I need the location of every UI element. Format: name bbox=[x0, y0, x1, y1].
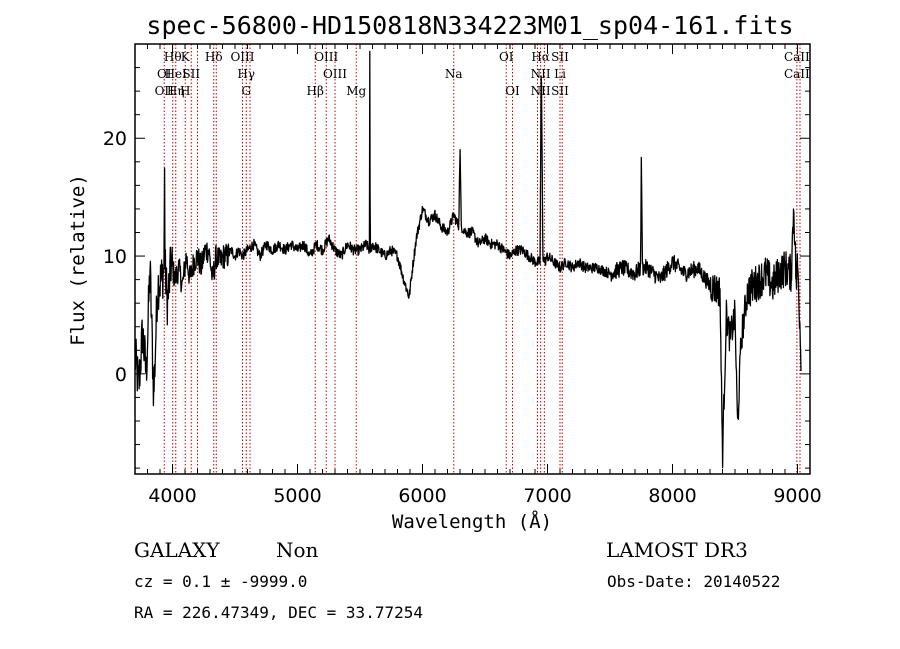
line-label-9-l2: Hγ bbox=[237, 67, 255, 81]
x-axis-label: Wavelength (Å) bbox=[392, 510, 552, 533]
line-label-0-l2: OI bbox=[157, 67, 172, 81]
line-label-19-l1: Hα bbox=[531, 50, 550, 64]
line-label-21-l1: SII bbox=[551, 50, 569, 64]
y-tick-label-10: 10 bbox=[103, 246, 127, 268]
y-axis-label: Flux (relative) bbox=[67, 174, 89, 346]
line-label-12-l1: OIII bbox=[314, 50, 338, 64]
y-axis: 0 10 20 bbox=[103, 43, 810, 469]
redshift-cz: cz = 0.1 ± -9999.0 bbox=[134, 572, 308, 591]
line-label-2-l3: Hη bbox=[167, 84, 185, 98]
x-tick-label-4000: 4000 bbox=[148, 485, 196, 507]
line-label-3-l3: H bbox=[180, 84, 190, 98]
ra-dec-coordinates: RA = 226.47349, DEC = 33.77254 bbox=[134, 603, 423, 622]
spectrum-series-line bbox=[134, 50, 802, 469]
x-tick-label-9000: 9000 bbox=[773, 485, 821, 507]
line-label-16-l1: OI bbox=[499, 50, 514, 64]
line-label-15-l2: Na bbox=[445, 67, 463, 81]
x-tick-label-5000: 5000 bbox=[273, 485, 321, 507]
x-tick-label-7000: 7000 bbox=[523, 485, 571, 507]
y-tick-label-20: 20 bbox=[103, 128, 127, 150]
line-label-8-l1: OIII bbox=[230, 50, 254, 64]
line-label-23-l2: CaII bbox=[784, 67, 810, 81]
line-label-17-l3: OI bbox=[505, 84, 520, 98]
line-label-3-l1: K bbox=[181, 50, 191, 64]
spectral-line-labels: OI OII Hθ HeI Hη K H SII Hδ OIII Hγ G Hβ OIII OIII Mg Na… bbox=[155, 50, 810, 98]
line-label-9-l3: G bbox=[241, 84, 251, 98]
survey-name: LAMOST DR3 bbox=[606, 538, 748, 562]
line-label-19-l2: NII bbox=[531, 67, 551, 81]
line-label-1-l1: Hθ bbox=[164, 50, 182, 64]
line-label-21-l3: SII bbox=[551, 84, 569, 98]
line-label-13-l2: OIII bbox=[323, 67, 347, 81]
x-axis: 4000 5000 6000 7000 8000 9000 bbox=[134, 44, 822, 507]
y-tick-label-0: 0 bbox=[115, 364, 127, 386]
object-class: GALAXY bbox=[134, 538, 220, 562]
line-label-21-l2: Li bbox=[554, 67, 566, 81]
line-label-2-l2: HeI bbox=[165, 67, 188, 81]
chart-title: spec-56800-HD150818N334223M01_sp04-161.f… bbox=[146, 11, 793, 40]
line-label-23-l1: CaII bbox=[784, 50, 810, 64]
object-subclass: Non bbox=[276, 538, 319, 562]
x-tick-label-6000: 6000 bbox=[398, 485, 446, 507]
line-label-6-l1: Hδ bbox=[205, 50, 223, 64]
line-label-4-l2: SII bbox=[182, 67, 200, 81]
line-label-11-l3: Hβ bbox=[307, 84, 324, 98]
line-label-0-l3: OII bbox=[155, 84, 175, 98]
observation-date: Obs-Date: 20140522 bbox=[607, 572, 781, 591]
line-label-14-l3: Mg bbox=[346, 84, 366, 98]
x-tick-label-8000: 8000 bbox=[648, 485, 696, 507]
